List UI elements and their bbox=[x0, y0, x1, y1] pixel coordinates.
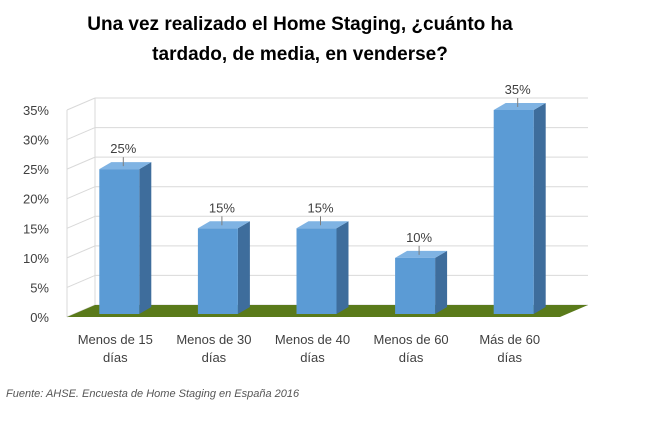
bar-side bbox=[336, 221, 349, 314]
x-tick-label: días bbox=[103, 350, 128, 365]
x-tick-label: días bbox=[497, 350, 522, 365]
chart-title: Una vez realizado el Home Staging, ¿cuán… bbox=[0, 10, 600, 70]
bar bbox=[493, 110, 534, 314]
data-label: 10% bbox=[406, 230, 432, 245]
data-label: 15% bbox=[307, 200, 333, 215]
x-tick-label: Menos de 30 bbox=[176, 332, 251, 347]
bar-top bbox=[296, 221, 349, 229]
x-tick-label: Más de 60 bbox=[479, 332, 540, 347]
data-label: 25% bbox=[110, 141, 136, 156]
y-tick-label: 5% bbox=[30, 280, 49, 295]
y-tick-label: 10% bbox=[23, 251, 49, 266]
bar-chart: 0% 5% 10% 15% 20% 25% 30% 35% 25% Menos de 15 días… bbox=[23, 82, 588, 365]
gridline-depth bbox=[66, 245, 96, 259]
x-tick-label: Menos de 15 bbox=[78, 332, 153, 347]
gridline-depth bbox=[66, 156, 96, 170]
bar-side bbox=[139, 162, 152, 314]
x-tick-label: días bbox=[202, 350, 227, 365]
bar-top bbox=[493, 103, 546, 110]
gridline-depth bbox=[66, 97, 96, 111]
bar-top bbox=[99, 162, 152, 170]
gridline-depth bbox=[66, 274, 96, 288]
bar-top bbox=[197, 221, 250, 229]
bar-side bbox=[435, 250, 448, 314]
data-label: 15% bbox=[209, 200, 235, 215]
bar bbox=[197, 228, 238, 314]
bar bbox=[395, 257, 436, 314]
x-tick-label: Menos de 60 bbox=[374, 332, 449, 347]
y-tick-label: 25% bbox=[23, 162, 49, 177]
bar-side bbox=[237, 221, 250, 314]
x-tick-label: días bbox=[300, 350, 325, 365]
bar bbox=[99, 169, 140, 314]
y-tick-label: 35% bbox=[23, 103, 49, 118]
bar-top bbox=[395, 250, 448, 258]
bar bbox=[296, 228, 337, 314]
source-note: Fuente: AHSE. Encuesta de Home Staging e… bbox=[6, 388, 300, 400]
x-tick-label: Menos de 40 bbox=[275, 332, 350, 347]
y-tick-label: 20% bbox=[23, 192, 49, 207]
x-tick-label: días bbox=[399, 350, 424, 365]
gridline-depth bbox=[66, 127, 96, 141]
y-tick-label: 15% bbox=[23, 221, 49, 236]
gridline-depth bbox=[66, 215, 96, 229]
chart-title-line-1: Una vez realizado el Home Staging, ¿cuán… bbox=[87, 14, 513, 35]
bar-side bbox=[533, 103, 546, 314]
chart-title-line-2: tardado, de media, en venderse? bbox=[152, 44, 448, 65]
y-tick-label: 0% bbox=[30, 310, 49, 325]
gridline-depth bbox=[66, 186, 96, 200]
data-label: 35% bbox=[505, 82, 531, 97]
y-tick-label: 30% bbox=[23, 133, 49, 148]
